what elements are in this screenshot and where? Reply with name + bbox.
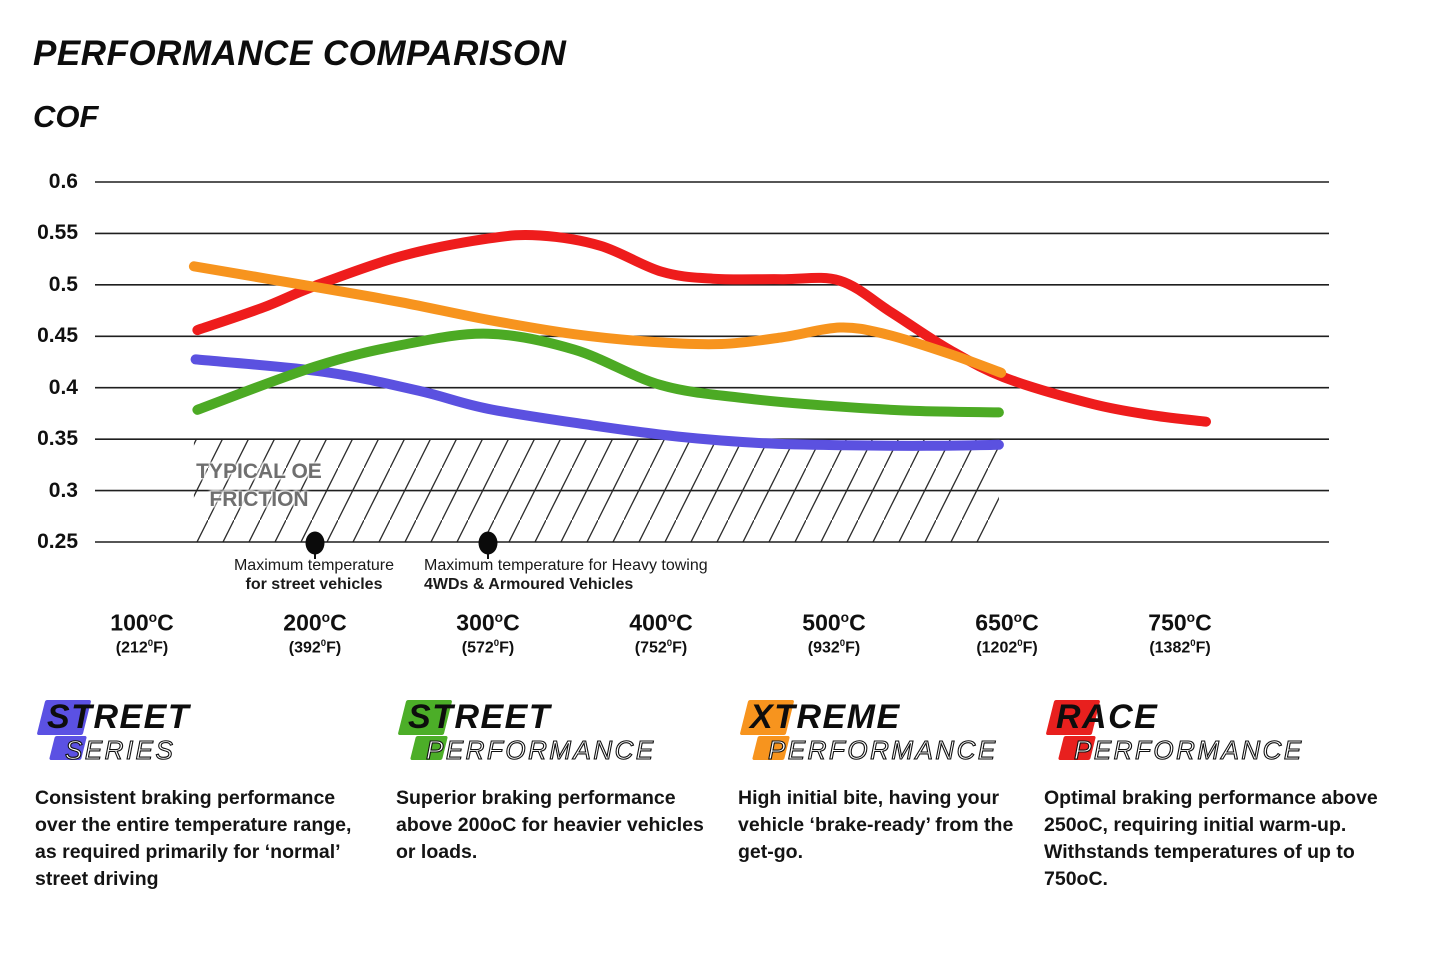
x-axis-tick-label: 750oC (13820F) (1148, 609, 1212, 656)
typical-oe-friction-label: TYPICAL OE FRICTION (191, 458, 327, 514)
legend-item-xtreme-performance: XTREME PERFORMANCE High initial bite, ha… (738, 695, 1026, 866)
typical-oe-line1: TYPICAL OE (196, 460, 322, 483)
marker-label-heavy-towing: Maximum temperature for Heavy towing 4WD… (424, 557, 754, 594)
y-axis-tick-label: 0.6 (48, 170, 78, 193)
x-axis-tick-label: 200oC (3920F) (283, 609, 347, 656)
y-axis-tick-label: 0.55 (37, 221, 78, 245)
legend-item-race-performance: RACE PERFORMANCE Optimal braking perform… (1044, 695, 1378, 893)
x-axis-tick-label: 650oC (12020F) (975, 609, 1039, 656)
legend-description: High initial bite, having your vehicle ‘… (738, 787, 1014, 863)
typical-oe-line2: FRICTION (209, 488, 309, 511)
legend-row: STREET SERIES Consistent braking perform… (0, 695, 1445, 972)
logo-word1: STREET (47, 698, 191, 736)
y-axis-tick-label: 0.35 (37, 427, 78, 451)
legend-description: Optimal braking performance above 250oC,… (1044, 787, 1378, 890)
logo-word1: RACE (1056, 698, 1159, 736)
marker-towing-line2: 4WDs & Armoured Vehicles (424, 575, 634, 593)
marker-towing-line1: Maximum temperature for Heavy towing (424, 557, 708, 574)
y-axis-tick-label: 0.4 (48, 375, 78, 399)
marker-label-street-vehicles: Maximum temperature for street vehicles (199, 557, 429, 594)
page-title: PERFORMANCE COMPARISON (33, 34, 567, 73)
logo-word2: PERFORMANCE (425, 734, 656, 765)
logo-word2: PERFORMANCE (767, 734, 998, 765)
marker-street-line1: Maximum temperature (233, 557, 395, 574)
y-axis-tick-label: 0.25 (37, 530, 78, 553)
legend-description: Consistent braking performance over the … (35, 787, 352, 890)
legend-description: Superior braking performance above 200oC… (396, 787, 704, 863)
logo-word1: STREET (408, 698, 552, 736)
marker-street-line2: for street vehicles (245, 575, 383, 593)
y-axis-tick-label: 0.3 (48, 478, 78, 502)
street-series-logo: STREET SERIES (35, 695, 367, 767)
legend-item-street-performance: STREET PERFORMANCE Superior braking perf… (396, 695, 716, 866)
y-axis-tick-label: 0.5 (48, 272, 78, 296)
x-axis-tick-label: 400oC (7520F) (629, 609, 693, 656)
legend-item-street-series: STREET SERIES Consistent braking perform… (35, 695, 367, 893)
street-performance-logo: STREET PERFORMANCE (396, 695, 716, 767)
x-axis-tick-label: 500oC (9320F) (802, 609, 866, 656)
y-axis-tick-label: 0.45 (37, 324, 78, 348)
xtreme-performance-logo: XTREME PERFORMANCE (738, 695, 1026, 767)
logo-word2: SERIES (64, 734, 176, 765)
logo-word2: PERFORMANCE (1073, 734, 1304, 765)
x-axis-tick-label: 100oC (2120F) (110, 609, 174, 656)
x-axis-tick-label: 300oC (5720F) (456, 609, 520, 656)
race-performance-logo: RACE PERFORMANCE (1044, 695, 1378, 767)
y-axis-title: COF (33, 99, 99, 134)
logo-word1: XTREME (750, 698, 901, 736)
